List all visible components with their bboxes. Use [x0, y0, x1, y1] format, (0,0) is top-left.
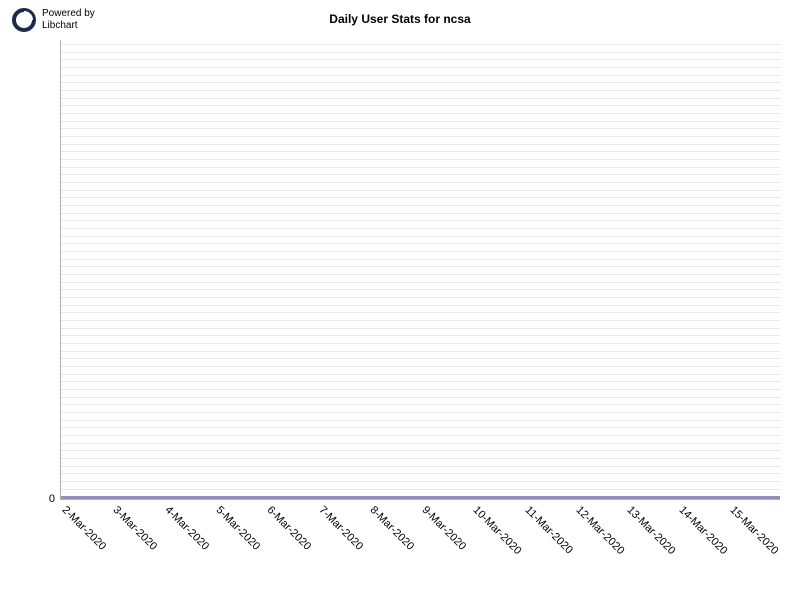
gridline [61, 197, 780, 198]
gridline [61, 351, 780, 352]
y-tick-0: 0 [49, 493, 55, 505]
gridline [61, 466, 780, 467]
gridline [61, 397, 780, 398]
gridline [61, 213, 780, 214]
gridline [61, 412, 780, 413]
gridline [61, 236, 780, 237]
gridline [61, 266, 780, 267]
gridline [61, 381, 780, 382]
gridline [61, 121, 780, 122]
gridline [61, 82, 780, 83]
gridline [61, 435, 780, 436]
gridline [61, 52, 780, 53]
gridline [61, 489, 780, 490]
gridline [61, 182, 780, 183]
gridline [61, 458, 780, 459]
gridline [61, 259, 780, 260]
gridline [61, 90, 780, 91]
plot-area: 0 [60, 40, 780, 500]
libchart-logo-icon [12, 8, 36, 32]
x-axis-label: 5-Mar-2020 [214, 504, 263, 553]
x-axis-label: 13-Mar-2020 [625, 504, 678, 557]
gridline [61, 358, 780, 359]
gridline [61, 274, 780, 275]
gridline [61, 420, 780, 421]
gridline [61, 67, 780, 68]
baseline-bar [61, 496, 780, 499]
gridline [61, 312, 780, 313]
gridline [61, 404, 780, 405]
gridline [61, 159, 780, 160]
x-axis-label: 7-Mar-2020 [316, 504, 365, 553]
gridline [61, 282, 780, 283]
gridline [61, 251, 780, 252]
gridline [61, 366, 780, 367]
x-axis-label: 12-Mar-2020 [574, 504, 627, 557]
gridline [61, 44, 780, 45]
libchart-label: Libchart [42, 20, 95, 32]
x-axis-label: 15-Mar-2020 [728, 504, 781, 557]
x-axis-label: 9-Mar-2020 [419, 504, 468, 553]
gridline [61, 105, 780, 106]
x-axis-label: 2-Mar-2020 [59, 504, 108, 553]
gridlines [61, 40, 780, 499]
gridline [61, 228, 780, 229]
gridline [61, 289, 780, 290]
x-axis-label: 6-Mar-2020 [265, 504, 314, 553]
x-axis-label: 8-Mar-2020 [368, 504, 417, 553]
gridline [61, 335, 780, 336]
x-axis-labels: 2-Mar-20203-Mar-20204-Mar-20205-Mar-2020… [60, 500, 780, 590]
gridline [61, 450, 780, 451]
gridline [61, 190, 780, 191]
gridline [61, 59, 780, 60]
x-axis-label: 11-Mar-2020 [522, 504, 574, 556]
gridline [61, 136, 780, 137]
gridline [61, 473, 780, 474]
gridline [61, 443, 780, 444]
powered-by-label: Powered by [42, 8, 95, 20]
gridline [61, 113, 780, 114]
gridline [61, 297, 780, 298]
gridline [61, 328, 780, 329]
x-axis-label: 4-Mar-2020 [162, 504, 211, 553]
x-axis-label: 14-Mar-2020 [676, 504, 729, 557]
logo-area: Powered by Libchart [12, 8, 95, 32]
gridline [61, 320, 780, 321]
gridline [61, 144, 780, 145]
gridline [61, 427, 780, 428]
logo-text: Powered by Libchart [42, 8, 95, 32]
gridline [61, 167, 780, 168]
gridline [61, 98, 780, 99]
gridline [61, 243, 780, 244]
gridline [61, 151, 780, 152]
gridline [61, 374, 780, 375]
gridline [61, 75, 780, 76]
gridline [61, 128, 780, 129]
gridline [61, 305, 780, 306]
chart-title: Daily User Stats for ncsa [329, 12, 470, 26]
gridline [61, 174, 780, 175]
x-axis-label: 10-Mar-2020 [471, 504, 524, 557]
gridline [61, 205, 780, 206]
gridline [61, 389, 780, 390]
x-axis-label: 3-Mar-2020 [111, 504, 160, 553]
gridline [61, 481, 780, 482]
gridline [61, 343, 780, 344]
gridline [61, 220, 780, 221]
